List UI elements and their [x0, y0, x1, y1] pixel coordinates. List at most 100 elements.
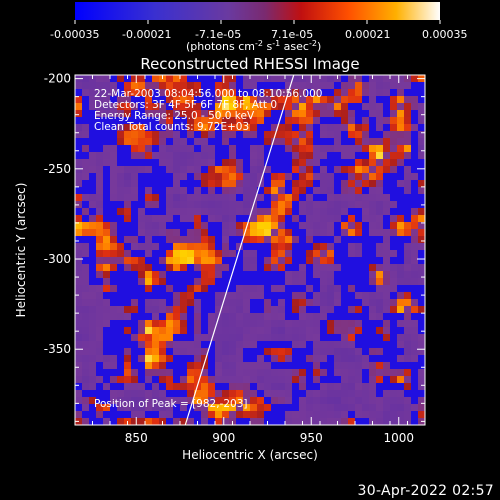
- heatmap-cell: [376, 362, 384, 370]
- heatmap-cell: [208, 292, 216, 300]
- heatmap-cell: [236, 124, 244, 132]
- heatmap-cell: [229, 411, 237, 419]
- heatmap-cell: [257, 320, 265, 328]
- heatmap-cell: [313, 264, 321, 272]
- heatmap-cell: [159, 278, 167, 286]
- heatmap-cell: [397, 215, 405, 223]
- heatmap-cell: [152, 208, 160, 216]
- heatmap-cell: [215, 180, 223, 188]
- heatmap-cell: [208, 369, 216, 377]
- heatmap-cell: [208, 229, 216, 237]
- heatmap-cell: [334, 152, 342, 160]
- heatmap-cell: [96, 362, 104, 370]
- heatmap-cell: [271, 138, 279, 146]
- heatmap-cell: [292, 397, 300, 405]
- heatmap-cell: [306, 236, 314, 244]
- heatmap-cell: [82, 194, 90, 202]
- heatmap-cell: [404, 285, 412, 293]
- heatmap-cell: [334, 131, 342, 139]
- heatmap-cell: [383, 306, 391, 314]
- heatmap-cell: [229, 117, 237, 125]
- heatmap-cell: [110, 250, 118, 258]
- heatmap-cell: [236, 117, 244, 125]
- heatmap-cell: [278, 390, 286, 398]
- heatmap-cell: [159, 271, 167, 279]
- heatmap-cell: [320, 271, 328, 279]
- heatmap-cell: [215, 250, 223, 258]
- heatmap-cell: [243, 264, 251, 272]
- heatmap-cell: [110, 159, 118, 167]
- heatmap-cell: [173, 229, 181, 237]
- heatmap-cell: [292, 82, 300, 90]
- heatmap-cell: [152, 383, 160, 391]
- heatmap-cell: [145, 75, 153, 83]
- heatmap-cell: [250, 82, 258, 90]
- heatmap-cell: [215, 187, 223, 195]
- heatmap-cell: [82, 96, 90, 104]
- heatmap-cell: [124, 208, 132, 216]
- heatmap-cell: [180, 110, 188, 118]
- heatmap-cell: [166, 306, 174, 314]
- heatmap-cell: [355, 285, 363, 293]
- heatmap-cell: [313, 383, 321, 391]
- heatmap-cell: [236, 194, 244, 202]
- heatmap-cell: [124, 194, 132, 202]
- heatmap-cell: [222, 96, 230, 104]
- heatmap-cell: [236, 187, 244, 195]
- heatmap-cell: [355, 131, 363, 139]
- heatmap-cell: [152, 306, 160, 314]
- heatmap-cell: [334, 173, 342, 181]
- heatmap-cell: [383, 75, 391, 83]
- heatmap-cell: [390, 208, 398, 216]
- heatmap-cell: [75, 397, 83, 405]
- heatmap-cell: [299, 285, 307, 293]
- heatmap-cell: [138, 334, 146, 342]
- heatmap-cell: [222, 75, 230, 83]
- heatmap-cell: [320, 194, 328, 202]
- heatmap-cell: [404, 278, 412, 286]
- heatmap-cell: [285, 250, 293, 258]
- heatmap-cell: [243, 187, 251, 195]
- heatmap-cell: [131, 348, 139, 356]
- heatmap-cell: [82, 397, 90, 405]
- heatmap-cell: [376, 376, 384, 384]
- heatmap-cell: [355, 187, 363, 195]
- heatmap-cell: [355, 264, 363, 272]
- heatmap-cell: [341, 187, 349, 195]
- heatmap-cell: [397, 194, 405, 202]
- heatmap-cell: [96, 75, 104, 83]
- heatmap-cell: [159, 201, 167, 209]
- heatmap-cell: [75, 278, 83, 286]
- heatmap-cell: [404, 257, 412, 265]
- heatmap-cell: [187, 145, 195, 153]
- heatmap-cell: [376, 355, 384, 363]
- heatmap-cell: [278, 313, 286, 321]
- heatmap-cell: [222, 320, 230, 328]
- heatmap-cell: [215, 355, 223, 363]
- heatmap-cell: [278, 222, 286, 230]
- heatmap-cell: [110, 306, 118, 314]
- heatmap-cell: [285, 194, 293, 202]
- heatmap-cell: [278, 138, 286, 146]
- heatmap-cell: [82, 390, 90, 398]
- heatmap-cell: [334, 285, 342, 293]
- heatmap-cell: [187, 306, 195, 314]
- heatmap-cell: [383, 271, 391, 279]
- heatmap-cell: [166, 229, 174, 237]
- heatmap-cell: [208, 103, 216, 111]
- heatmap-cell: [124, 180, 132, 188]
- heatmap-cell: [194, 390, 202, 398]
- heatmap-cell: [383, 257, 391, 265]
- heatmap-cell: [103, 159, 111, 167]
- heatmap-cell: [201, 152, 209, 160]
- heatmap-cell: [306, 145, 314, 153]
- heatmap-cell: [110, 390, 118, 398]
- heatmap-cell: [348, 222, 356, 230]
- heatmap-cell: [166, 292, 174, 300]
- heatmap-cell: [411, 215, 419, 223]
- heatmap-cell: [362, 285, 370, 293]
- heatmap-cell: [89, 159, 97, 167]
- heatmap-cell: [285, 362, 293, 370]
- heatmap-cell: [75, 376, 83, 384]
